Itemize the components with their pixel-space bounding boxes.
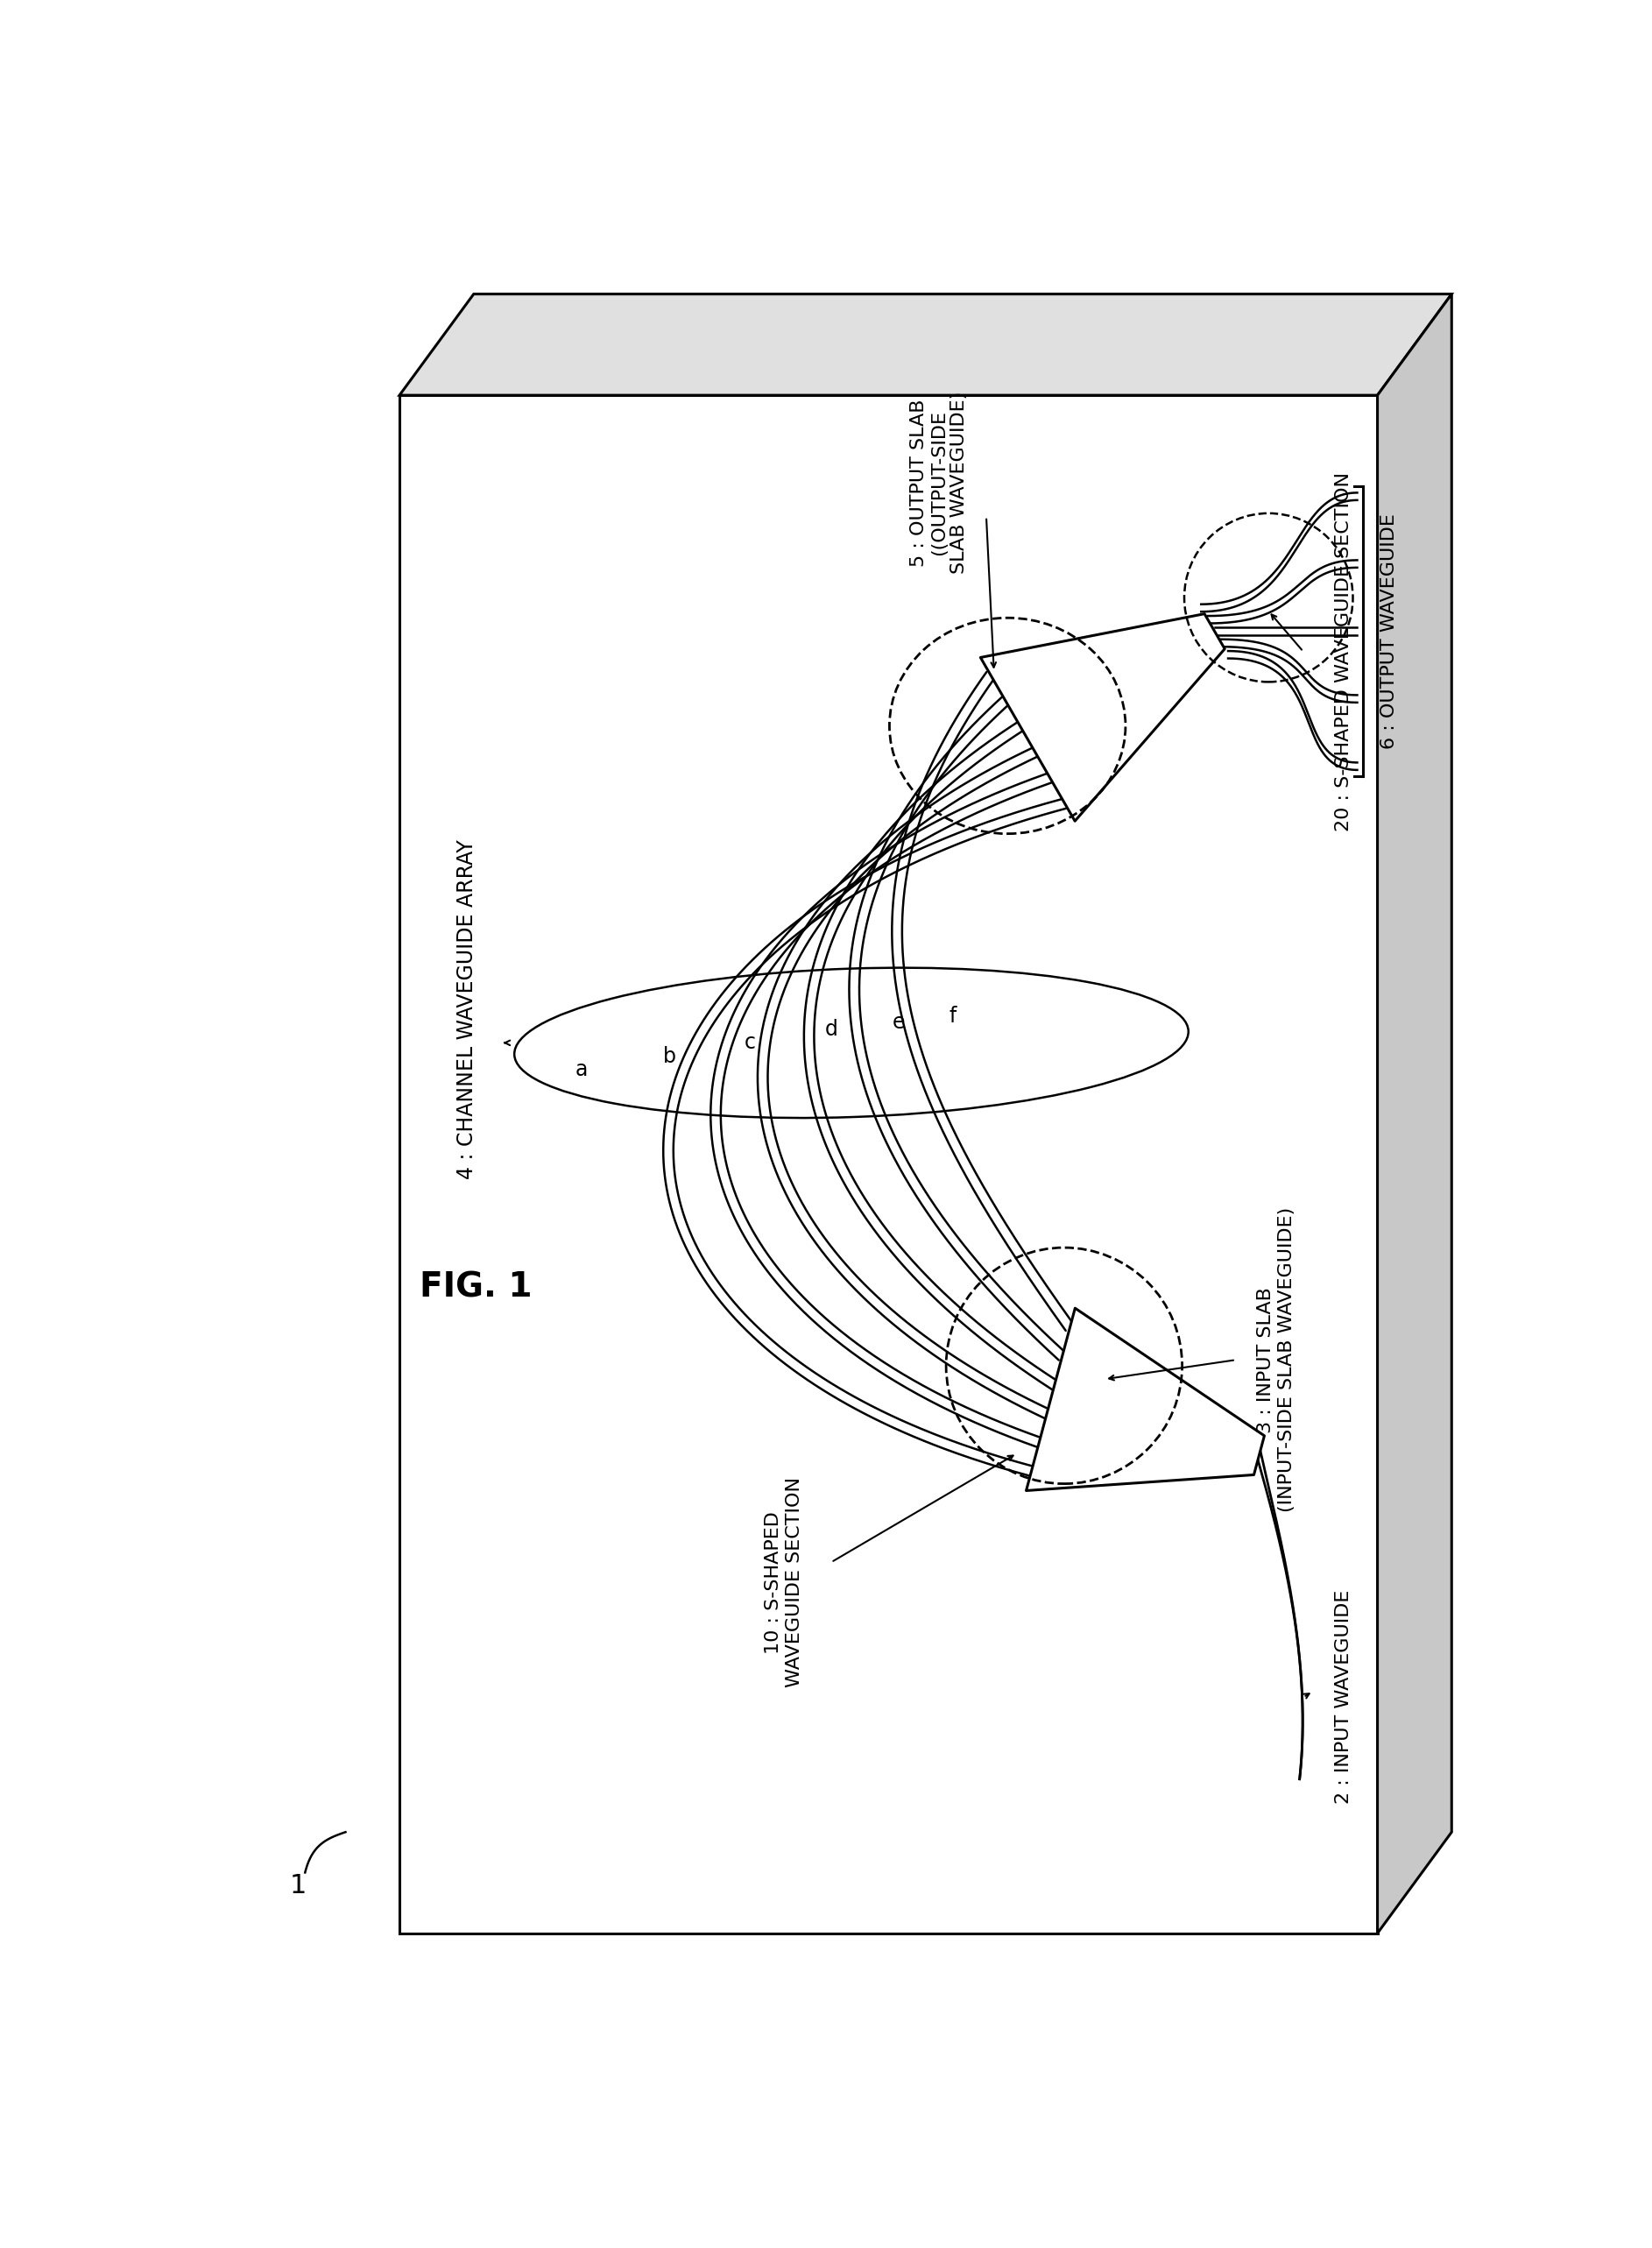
Text: e: e [892, 1012, 905, 1034]
Text: f: f [948, 1005, 957, 1027]
Text: a: a [575, 1059, 588, 1081]
Text: 3 : INPUT SLAB
(INPUT-SIDE SLAB WAVEGUIDE): 3 : INPUT SLAB (INPUT-SIDE SLAB WAVEGUID… [1257, 1207, 1295, 1513]
Text: 6 : OUTPUT WAVEGUIDE: 6 : OUTPUT WAVEGUIDE [1381, 513, 1398, 749]
Text: c: c [745, 1032, 757, 1054]
Polygon shape [1026, 1308, 1264, 1490]
Polygon shape [1378, 294, 1452, 1933]
Text: 4 : CHANNEL WAVEGUIDE ARRAY: 4 : CHANNEL WAVEGUIDE ARRAY [456, 839, 477, 1178]
Text: b: b [662, 1045, 676, 1068]
Text: 20 : S-SHAPED WAVEGUIDE SECTION: 20 : S-SHAPED WAVEGUIDE SECTION [1335, 472, 1353, 832]
Polygon shape [400, 396, 1378, 1933]
Text: 1: 1 [289, 1873, 307, 1900]
Text: 2 : INPUT WAVEGUIDE: 2 : INPUT WAVEGUIDE [1335, 1589, 1353, 1805]
Text: d: d [824, 1018, 838, 1041]
Text: FIG. 1: FIG. 1 [420, 1270, 532, 1304]
Polygon shape [400, 294, 1452, 396]
Polygon shape [981, 614, 1224, 821]
Text: 5 : OUTPUT SLAB
((OUTPUT-SIDE
SLAB WAVEGUIDE): 5 : OUTPUT SLAB ((OUTPUT-SIDE SLAB WAVEG… [910, 391, 968, 573]
Text: 10 : S-SHAPED
WAVEGUIDE SECTION: 10 : S-SHAPED WAVEGUIDE SECTION [765, 1477, 803, 1688]
